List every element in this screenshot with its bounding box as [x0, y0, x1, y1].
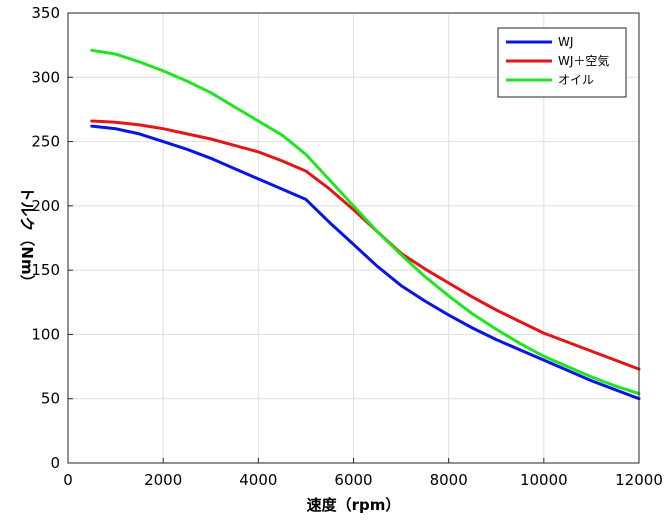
y-tick-label: 350 — [31, 4, 60, 22]
legend-label-0: WJ — [558, 35, 573, 49]
axis-ticks: 0 2000 4000 6000 8000 10000 12000 0 50 100 150 200 2… — [31, 4, 663, 489]
x-tick-label: 0 — [63, 471, 73, 489]
y-tick-label: 200 — [31, 197, 60, 215]
legend-label-2: オイル — [558, 73, 594, 87]
series-line-0 — [90, 124, 641, 401]
x-tick-label: 10000 — [520, 471, 568, 489]
y-axis-title: トルク（Nm） — [18, 186, 36, 289]
y-tick-label: 300 — [31, 68, 60, 86]
x-axis-title: 速度（rpm） — [307, 496, 401, 514]
y-tick-label: 0 — [50, 454, 60, 472]
y-tick-label: 250 — [31, 133, 60, 151]
x-tick-label: 12000 — [615, 471, 663, 489]
y-tick-label: 50 — [41, 390, 60, 408]
x-tick-label: 2000 — [144, 471, 182, 489]
x-tick-label: 4000 — [239, 471, 277, 489]
legend-label-1: WJ＋空気 — [558, 53, 609, 68]
data-series — [90, 48, 641, 401]
y-tick-label: 100 — [31, 325, 60, 343]
x-tick-label: 8000 — [430, 471, 468, 489]
y-tick-label: 150 — [31, 261, 60, 279]
x-tick-label: 6000 — [334, 471, 372, 489]
series-line-2 — [90, 48, 641, 396]
